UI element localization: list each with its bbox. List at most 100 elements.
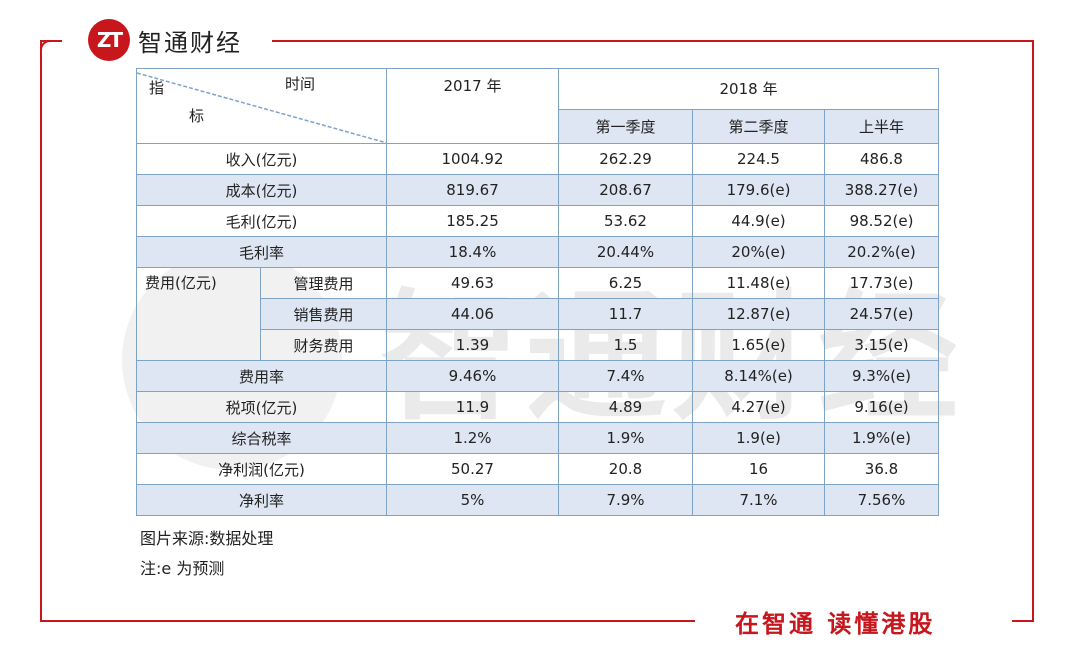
- table-row: 净利润(亿元) 50.27 20.8 16 36.8: [136, 453, 939, 485]
- cell: 6.25: [558, 267, 693, 299]
- cell: 9.3%(e): [824, 360, 939, 392]
- cell: 4.89: [558, 391, 693, 423]
- slogan: 在智通 读懂港股: [735, 610, 936, 638]
- table-row: 费用(亿元) 管理费用 49.63 6.25 11.48(e) 17.73(e): [136, 267, 939, 361]
- frame-line: [42, 40, 62, 42]
- financial-table: 指 时间 标 2017 年 2018 年 第一季度 第二季度 上半年 收入(亿元…: [136, 68, 939, 516]
- cell: 36.8: [824, 453, 939, 485]
- table-row: 综合税率 1.2% 1.9% 1.9(e) 1.9%(e): [136, 422, 939, 454]
- cell: 44.06: [386, 298, 559, 330]
- cell: 1.2%: [386, 422, 559, 454]
- cell: 16: [692, 453, 825, 485]
- row-label: 净利润(亿元): [136, 453, 387, 485]
- cell: 9.16(e): [824, 391, 939, 423]
- row-label: 费用率: [136, 360, 387, 392]
- cell: 8.14%(e): [692, 360, 825, 392]
- cell: 98.52(e): [824, 205, 939, 237]
- table-row: 成本(亿元) 819.67 208.67 179.6(e) 388.27(e): [136, 174, 939, 206]
- frame-line: [40, 620, 695, 622]
- cell: 53.62: [558, 205, 693, 237]
- row-label: 毛利率: [136, 236, 387, 268]
- cell: 11.7: [558, 298, 693, 330]
- cell: 4.27(e): [692, 391, 825, 423]
- table-row: 费用率 9.46% 7.4% 8.14%(e) 9.3%(e): [136, 360, 939, 392]
- table-row: 毛利(亿元) 185.25 53.62 44.9(e) 98.52(e): [136, 205, 939, 237]
- cell: 1004.92: [386, 143, 559, 175]
- cell: 179.6(e): [692, 174, 825, 206]
- cell: 1.9%(e): [824, 422, 939, 454]
- cell: 12.87(e): [692, 298, 825, 330]
- table-row: 财务费用 1.39 1.5 1.65(e) 3.15(e): [137, 329, 939, 361]
- diagonal-line: [137, 72, 387, 143]
- table-row: 税项(亿元) 11.9 4.89 4.27(e) 9.16(e): [136, 391, 939, 423]
- table-row: 净利率 5% 7.9% 7.1% 7.56%: [136, 484, 939, 516]
- row-label: 收入(亿元): [136, 143, 387, 175]
- table-subheader-row: 第一季度 第二季度 上半年: [137, 108, 939, 145]
- cell: 24.57(e): [824, 298, 939, 330]
- subheader-q1: 第一季度: [558, 108, 693, 145]
- cell: 11.9: [386, 391, 559, 423]
- row-label: 财务费用: [260, 329, 387, 361]
- header-2018: 2018 年: [558, 68, 939, 110]
- row-label: 综合税率: [136, 422, 387, 454]
- subheader-h1: 上半年: [824, 108, 939, 145]
- cell: 1.39: [386, 329, 559, 361]
- forecast-note: 注:e 为预测: [140, 559, 225, 578]
- cell: 262.29: [558, 143, 693, 175]
- cell: 20.2%(e): [824, 236, 939, 268]
- cell: 1.9(e): [692, 422, 825, 454]
- table-notes: 图片来源:数据处理 注:e 为预测: [140, 524, 273, 584]
- row-label: 管理费用: [260, 267, 387, 299]
- cell: 9.46%: [386, 360, 559, 392]
- cell: 486.8: [824, 143, 939, 175]
- cell: 20.44%: [558, 236, 693, 268]
- frame-line: [272, 40, 1034, 42]
- frame-line: [1012, 620, 1034, 622]
- brand-header: ZT 智通财经: [88, 18, 242, 62]
- corner-label-top-right: 时间: [285, 75, 316, 93]
- frame-corner: [40, 40, 54, 54]
- brand-logo-icon: ZT: [88, 19, 130, 61]
- expense-group-label: 费用(亿元): [136, 267, 261, 361]
- cell: 388.27(e): [824, 174, 939, 206]
- cell: 7.56%: [824, 484, 939, 516]
- row-label: 毛利(亿元): [136, 205, 387, 237]
- table-row: 收入(亿元) 1004.92 262.29 224.5 486.8: [136, 143, 939, 175]
- cell: 5%: [386, 484, 559, 516]
- cell: 819.67: [386, 174, 559, 206]
- frame-line: [40, 40, 42, 622]
- cell: 50.27: [386, 453, 559, 485]
- source-note: 图片来源:数据处理: [140, 529, 274, 548]
- row-label: 净利率: [136, 484, 387, 516]
- cell: 20%(e): [692, 236, 825, 268]
- cell: 7.1%: [692, 484, 825, 516]
- cell: 44.9(e): [692, 205, 825, 237]
- cell: 7.4%: [558, 360, 693, 392]
- cell: 49.63: [386, 267, 559, 299]
- corner-header-cell: 指 时间 标: [136, 68, 387, 144]
- cell: 17.73(e): [824, 267, 939, 299]
- corner-label-top-left: 指: [149, 79, 165, 97]
- table-row: 毛利率 18.4% 20.44% 20%(e) 20.2%(e): [136, 236, 939, 268]
- cell: 1.5: [558, 329, 693, 361]
- cell: 185.25: [386, 205, 559, 237]
- cell: 1.9%: [558, 422, 693, 454]
- corner-label-bottom: 标: [189, 107, 205, 125]
- cell: 7.9%: [558, 484, 693, 516]
- cell: 1.65(e): [692, 329, 825, 361]
- frame-line: [1032, 40, 1034, 622]
- cell: 20.8: [558, 453, 693, 485]
- cell: 3.15(e): [824, 329, 939, 361]
- row-label: 税项(亿元): [136, 391, 387, 423]
- cell: 18.4%: [386, 236, 559, 268]
- table-row: 销售费用 44.06 11.7 12.87(e) 24.57(e): [137, 298, 939, 330]
- row-label: 成本(亿元): [136, 174, 387, 206]
- table-header-row: 指 时间 标 2017 年 2018 年: [136, 68, 939, 144]
- cell: 224.5: [692, 143, 825, 175]
- header-2017: 2017 年: [386, 68, 559, 144]
- subheader-q2: 第二季度: [692, 108, 825, 145]
- cell: 11.48(e): [692, 267, 825, 299]
- cell: 208.67: [558, 174, 693, 206]
- brand-name: 智通财经: [138, 28, 242, 57]
- row-label: 销售费用: [260, 298, 387, 330]
